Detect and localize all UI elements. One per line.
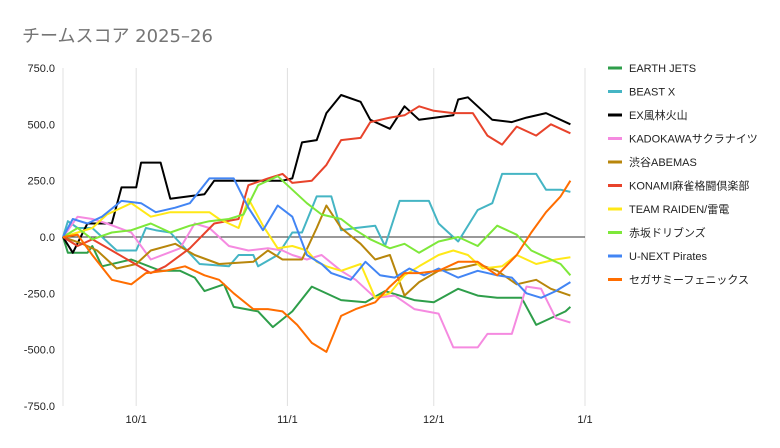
series-line bbox=[62, 204, 571, 297]
series-line bbox=[62, 215, 571, 349]
series-group bbox=[62, 94, 572, 353]
legend-label: BEAST X bbox=[629, 87, 676, 99]
x-tick-label: 12/1 bbox=[423, 414, 444, 426]
y-tick-label: -500.0 bbox=[24, 345, 55, 357]
series-line bbox=[62, 175, 572, 276]
x-tick-label: 11/1 bbox=[277, 414, 298, 426]
y-tick-label: 500.0 bbox=[27, 119, 55, 131]
legend-label: KONAMI麻雀格闘倶楽部 bbox=[629, 179, 749, 193]
series-line bbox=[62, 105, 571, 275]
legend-label: KADOKAWAサクラナイツ bbox=[629, 133, 758, 146]
series-line bbox=[62, 94, 571, 254]
y-tick-label: 0.0 bbox=[40, 232, 55, 244]
x-axis: 10/1 11/1 12/1 1/1 bbox=[125, 414, 592, 426]
y-axis: 750.0 500.0 250.0 0.0 -250.0 -500.0 -750.0 bbox=[24, 63, 55, 413]
x-tick-label: 10/1 bbox=[125, 414, 146, 426]
series-line bbox=[62, 236, 572, 329]
legend-label: セガサミーフェニックス bbox=[629, 274, 749, 287]
legend-label: EX風林火山 bbox=[629, 108, 688, 122]
legend-label: EARTH JETS bbox=[629, 63, 696, 75]
legend: EARTH JETS BEAST X EX風林火山 KADOKAWAサクラナイツ渋谷A… bbox=[608, 63, 758, 287]
series-line bbox=[62, 180, 572, 353]
legend-label: 赤坂ドリブンズ bbox=[629, 226, 706, 240]
series-line bbox=[62, 197, 571, 299]
series-line bbox=[62, 172, 571, 268]
y-tick-label: 750.0 bbox=[27, 63, 55, 75]
y-tick-label: 250.0 bbox=[27, 176, 55, 188]
legend-label: TEAM RAIDEN/雷電 bbox=[629, 203, 729, 216]
legend-label: 渋谷ABEMAS bbox=[629, 156, 697, 169]
y-tick-label: -750.0 bbox=[24, 401, 55, 413]
chart-title: チームスコア 2025–26 bbox=[22, 26, 213, 47]
legend-label: U-NEXT Pirates bbox=[629, 251, 708, 263]
x-tick-label: 1/1 bbox=[577, 414, 592, 426]
y-tick-label: -250.0 bbox=[24, 288, 55, 300]
series-line bbox=[62, 177, 571, 299]
